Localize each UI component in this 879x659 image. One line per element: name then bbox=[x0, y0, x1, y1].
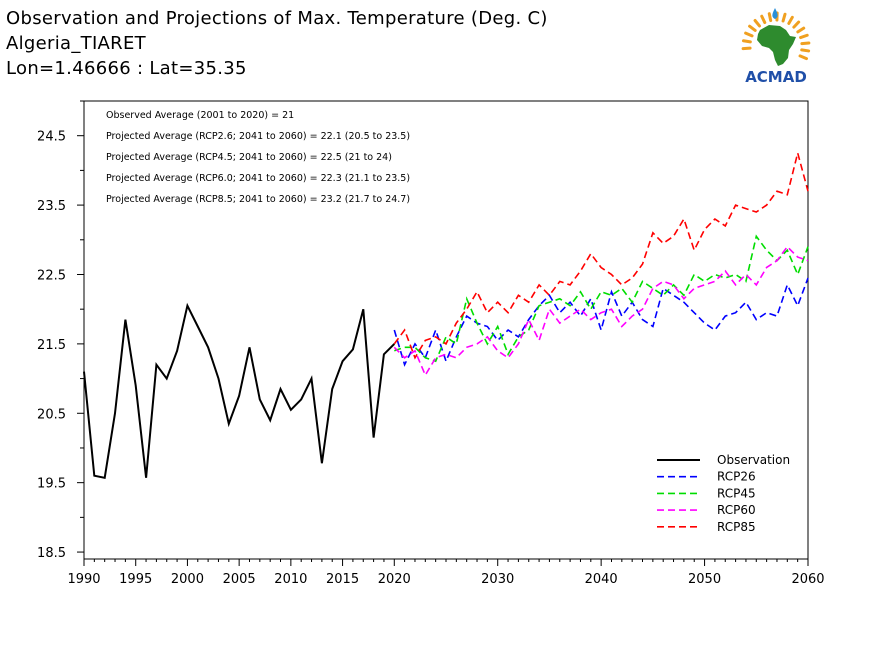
sun-ray bbox=[800, 48, 811, 53]
sun-ray bbox=[748, 24, 757, 32]
x-tick-label: 2010 bbox=[274, 572, 307, 587]
x-tick-label: 2015 bbox=[326, 572, 359, 587]
sun-ray bbox=[760, 14, 767, 25]
legend-label: RCP45 bbox=[717, 486, 756, 500]
legend: Observation RCP26 RCP45 RCP60 RCP85 bbox=[657, 453, 790, 534]
y-tick-label: 18.5 bbox=[37, 546, 66, 561]
annotation-line: Observed Average (2001 to 2020) = 21 bbox=[106, 110, 294, 121]
y-tick-label: 22.5 bbox=[37, 268, 66, 283]
sun-ray bbox=[767, 12, 773, 23]
x-tick-label: 2000 bbox=[171, 572, 204, 587]
x-tick-label: 2060 bbox=[791, 572, 824, 587]
sun-ray bbox=[741, 39, 752, 44]
acmad-logo: ACMAD bbox=[741, 8, 811, 86]
x-tick-label: 2050 bbox=[688, 572, 721, 587]
sun-ray bbox=[741, 46, 752, 51]
sun-ray bbox=[799, 33, 809, 40]
y-tick-label: 24.5 bbox=[37, 130, 66, 145]
sun-ray bbox=[744, 31, 754, 38]
sun-ray bbox=[781, 12, 787, 23]
africa-map-icon bbox=[757, 25, 796, 66]
series-line-rcp85 bbox=[393, 149, 809, 360]
y-tick-label: 20.5 bbox=[37, 407, 66, 422]
chart-title: Observation and Projections of Max. Temp… bbox=[6, 8, 548, 29]
sun-ray bbox=[787, 15, 794, 25]
sun-ray bbox=[796, 26, 806, 34]
series-line-rcp45 bbox=[394, 234, 809, 363]
x-tick-label: 2040 bbox=[585, 572, 618, 587]
series-layer bbox=[83, 149, 809, 479]
legend-label: RCP85 bbox=[717, 520, 756, 534]
annotation-line: Projected Average (RCP4.5; 2041 to 2060)… bbox=[106, 152, 392, 163]
acmad-logo-text: ACMAD bbox=[745, 68, 807, 86]
y-tick-label: 21.5 bbox=[37, 338, 66, 353]
water-drop-icon bbox=[772, 8, 778, 19]
annotation-line: Projected Average (RCP2.6; 2041 to 2060)… bbox=[106, 131, 410, 142]
y-tick-label: 23.5 bbox=[37, 199, 66, 214]
x-tick-label: 2020 bbox=[378, 572, 411, 587]
legend-label: RCP60 bbox=[717, 503, 756, 517]
legend-label: Observation bbox=[717, 453, 790, 467]
x-tick-label: 1995 bbox=[119, 572, 152, 587]
annotation-line: Projected Average (RCP8.5; 2041 to 2060)… bbox=[106, 194, 410, 205]
x-tick-label: 1990 bbox=[67, 572, 100, 587]
series-line-rcp60 bbox=[393, 245, 809, 377]
annotation-line: Projected Average (RCP6.0; 2041 to 2060)… bbox=[106, 173, 410, 184]
x-tick-label: 2030 bbox=[481, 572, 514, 587]
plot-frame bbox=[83, 100, 809, 560]
sun-ray bbox=[798, 54, 809, 61]
station-coordinates: Lon=1.46666 : Lat=35.35 bbox=[6, 58, 247, 79]
series-line-rcp26 bbox=[393, 277, 809, 367]
axis-ticks: 1990 1995 2000 2005 2010 2015 2020 2030 2040 2050… bbox=[37, 100, 825, 587]
y-tick-label: 19.5 bbox=[37, 477, 66, 492]
x-tick-label: 2005 bbox=[223, 572, 256, 587]
legend-label: RCP26 bbox=[717, 470, 756, 484]
station-name: Algeria_TIARET bbox=[6, 33, 146, 54]
sun-ray bbox=[800, 41, 811, 46]
sun-ray bbox=[792, 20, 801, 29]
annotations: Observed Average (2001 to 2020) = 21 Proj… bbox=[106, 110, 410, 205]
series-line-observation bbox=[83, 302, 396, 479]
sun-ray bbox=[753, 18, 762, 28]
